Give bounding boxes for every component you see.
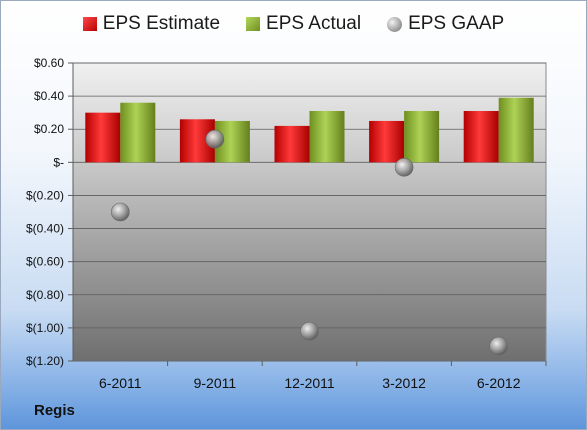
x-tick-label: 6-2011 — [99, 375, 142, 391]
y-tick-label: $(1.20) — [26, 354, 64, 368]
legend-swatch-estimate — [82, 17, 97, 31]
x-tick-label: 6-2012 — [477, 375, 521, 391]
y-tick-label: $0.60 — [34, 56, 64, 70]
point-eps-gaap — [300, 321, 319, 341]
x-tick-label: 12-2011 — [284, 375, 335, 391]
point-eps-gaap — [111, 202, 130, 222]
bar-eps-estimate — [463, 111, 499, 163]
bar-eps-estimate — [274, 125, 310, 163]
x-tick-label: 3-2012 — [382, 375, 426, 391]
legend-swatch-gaap — [387, 16, 403, 32]
y-tick-label: $(0.80) — [26, 288, 64, 302]
y-tick-label: $(1.00) — [26, 321, 64, 335]
company-name: Regis — [34, 402, 75, 419]
legend-item-gaap: EPS GAAP — [387, 13, 504, 35]
legend: EPS Estimate EPS Actual EPS GAAP — [1, 13, 586, 35]
legend-item-actual: EPS Actual — [246, 13, 361, 35]
y-tick-label: $(0.60) — [26, 255, 64, 269]
bar-eps-actual — [120, 102, 156, 163]
legend-swatch-actual — [246, 17, 261, 31]
point-eps-gaap — [205, 129, 225, 149]
bar-eps-estimate — [85, 112, 121, 163]
point-eps-gaap — [394, 158, 414, 177]
legend-label-gaap: EPS GAAP — [408, 13, 505, 34]
legend-label-estimate: EPS Estimate — [102, 13, 221, 34]
y-tick-label: $0.40 — [34, 89, 64, 103]
x-tick-label: 9-2011 — [194, 375, 237, 391]
y-tick-label: $(0.40) — [26, 222, 64, 236]
point-eps-gaap — [489, 336, 509, 356]
y-tick-label: $(0.20) — [26, 188, 64, 202]
legend-label-actual: EPS Actual — [266, 13, 362, 34]
y-tick-label: $0.20 — [34, 122, 64, 136]
legend-item-estimate: EPS Estimate — [82, 13, 221, 35]
bar-eps-actual — [404, 111, 440, 163]
y-tick-label: $- — [53, 155, 64, 169]
bar-eps-estimate — [369, 120, 405, 163]
bar-eps-actual — [309, 111, 345, 163]
bar-eps-actual — [498, 97, 534, 163]
